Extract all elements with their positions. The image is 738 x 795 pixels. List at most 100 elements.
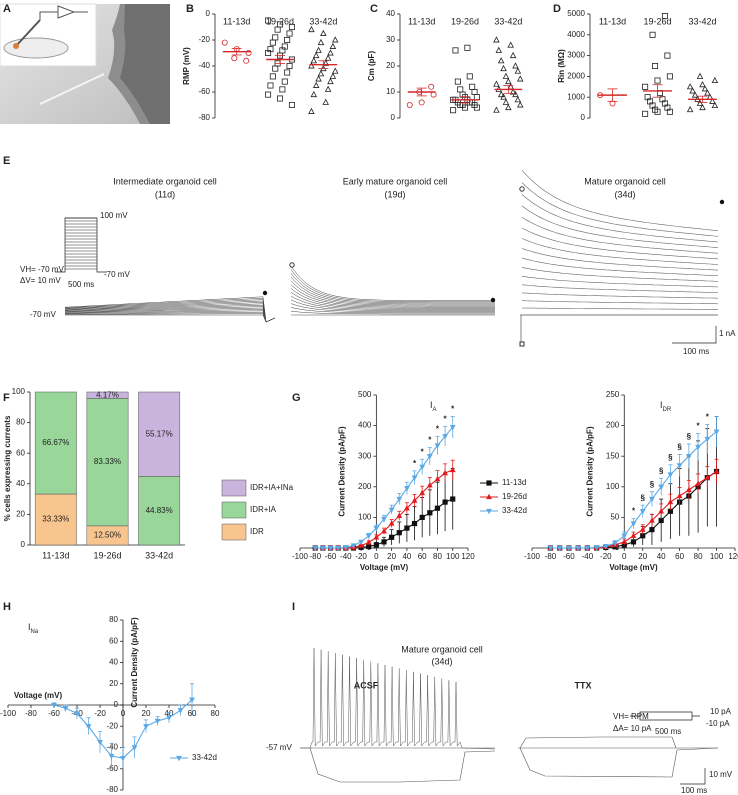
marker [310, 90, 318, 98]
annotation: * [436, 424, 440, 433]
marker [331, 67, 339, 74]
marker [642, 83, 649, 90]
title-main: I [660, 400, 663, 410]
marker [676, 492, 683, 499]
annotation: § [677, 442, 682, 451]
marker [512, 62, 519, 69]
marker [556, 545, 563, 552]
marker [143, 724, 149, 730]
category-label: 11-13d [223, 16, 250, 26]
protocol-holding: VH= RPM [613, 712, 649, 721]
marker [85, 724, 92, 730]
scale-bar [680, 768, 706, 785]
scale-y-label: 10 mV [709, 770, 733, 779]
marker [288, 23, 295, 30]
chart-title: IA [430, 400, 437, 412]
x-tick-label: -60 [563, 552, 575, 561]
trace [300, 647, 496, 750]
marker [411, 475, 418, 481]
marker [430, 91, 437, 98]
category-label: 19-26d [451, 16, 479, 26]
cell-title: Mature organoid cell [401, 644, 483, 654]
y-tick-label: 60 [16, 448, 25, 457]
panel-letter: C [370, 3, 378, 15]
marker [676, 463, 683, 469]
legend-marker [486, 493, 492, 500]
marker [514, 67, 522, 74]
marker [695, 480, 701, 486]
marker [701, 85, 709, 92]
x-tick-label: 0 [121, 709, 126, 718]
marker [404, 525, 410, 531]
marker [502, 98, 510, 105]
marker [686, 105, 694, 113]
marker [404, 486, 410, 492]
marker [658, 484, 665, 491]
cell-title: Early mature organoid cell [343, 176, 448, 186]
x-tick-label: 120 [728, 552, 738, 561]
y-tick-label: 200 [358, 482, 372, 491]
bar-segment [34, 493, 77, 546]
marker [331, 36, 339, 43]
y-tick-label: -20 [106, 721, 118, 730]
marker [495, 46, 503, 53]
legend-swatch [221, 523, 247, 541]
marker [388, 507, 395, 514]
cell-age: (19d) [384, 189, 405, 199]
marker [418, 99, 425, 106]
annotation: * [706, 412, 710, 421]
marker [322, 59, 329, 66]
marker [320, 545, 326, 552]
x-tick-label: 100 [446, 552, 460, 561]
chart-title: IDR [660, 400, 672, 412]
x-tick-label: -100 [292, 552, 309, 561]
x-tick-label: 80 [694, 552, 703, 561]
marker [381, 516, 387, 523]
marker [621, 538, 628, 545]
marker [329, 42, 337, 49]
y-tick-label: 4000 [567, 30, 585, 39]
marker [272, 34, 279, 41]
marker [419, 514, 425, 521]
y-tick-label: -20 [198, 35, 210, 44]
marker [276, 95, 283, 102]
marker [509, 51, 517, 59]
marker [644, 94, 651, 101]
marker [639, 526, 646, 532]
cell-age: (34d) [431, 656, 452, 666]
protocol-step-size: ΔV= 10 mV [20, 276, 61, 285]
marker [696, 72, 704, 79]
baseline-label: -70 mV [30, 310, 56, 319]
legend-label: 11-13d [502, 478, 526, 487]
trace [64, 304, 276, 323]
panel-letter: E [3, 155, 10, 167]
value-label: 44.83% [146, 506, 173, 515]
legend-marker [486, 480, 492, 486]
condition-label: TTX [575, 680, 592, 690]
marker [502, 72, 510, 79]
marker [324, 54, 332, 61]
title-sub: A [433, 407, 437, 413]
title-sub: DR [663, 407, 672, 413]
x-tick-label: -60 [48, 709, 60, 718]
trace [521, 284, 719, 293]
marker [659, 96, 666, 103]
marker [505, 103, 512, 111]
category-label: 19-26d [266, 16, 294, 26]
panel-letter: A [3, 3, 11, 15]
y-tick-label: 100 [358, 513, 372, 522]
cell-age: (11d) [155, 189, 175, 199]
marker [329, 72, 337, 79]
trace [64, 297, 276, 323]
y-tick-label: -40 [198, 61, 210, 70]
marker [335, 545, 342, 552]
y-axis-label: RMP (mV) [182, 47, 191, 85]
y-tick-label: 20 [386, 61, 395, 70]
marker [689, 87, 696, 94]
x-tick-label: 20 [142, 709, 151, 718]
annotation: * [428, 436, 432, 445]
marker [320, 29, 327, 36]
protocol-top: 100 mV [100, 211, 128, 220]
marker [686, 454, 692, 460]
value-label: 12.50% [94, 531, 121, 540]
